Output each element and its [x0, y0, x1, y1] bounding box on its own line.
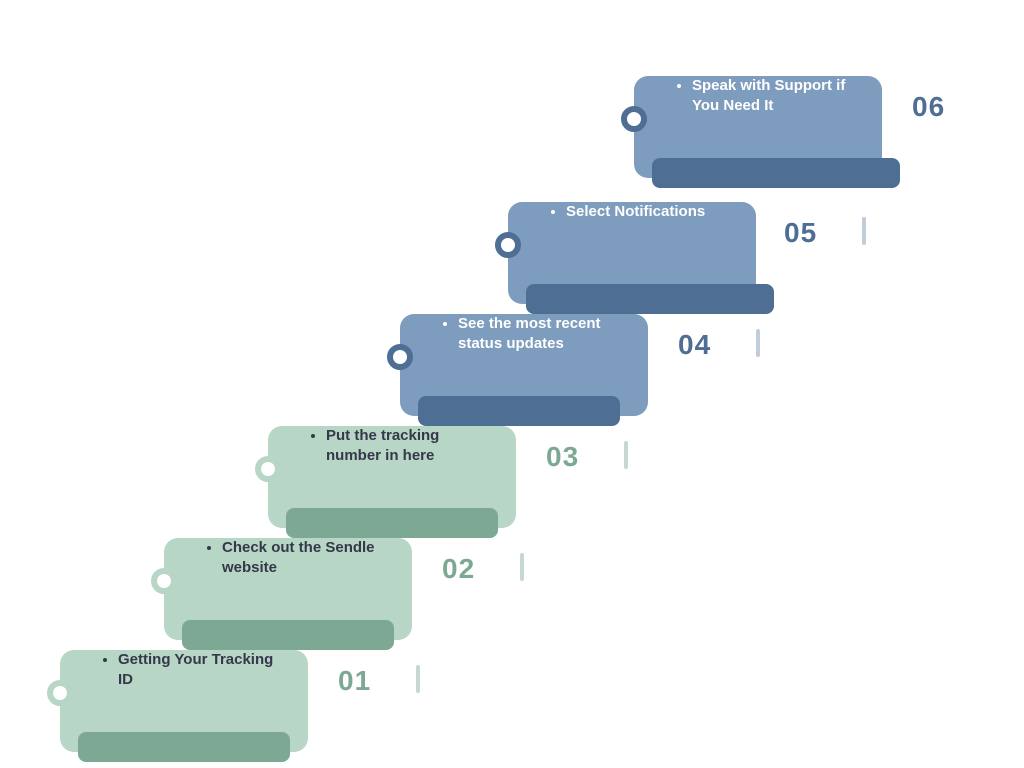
step-number-05: 05: [784, 217, 817, 249]
ring-icon: [621, 106, 647, 132]
step-06: Speak with Support if You Need It: [634, 58, 882, 178]
step-label: Speak with Support if You Need It: [692, 76, 864, 117]
step-number-03: 03: [546, 441, 579, 473]
ring-icon: [495, 232, 521, 258]
ring-icon: [387, 344, 413, 370]
footer-bar: [182, 620, 394, 650]
step-number-01: 01: [338, 665, 371, 697]
step-label: Getting Your Tracking ID: [118, 650, 290, 691]
step-card: Put the tracking number in here: [268, 426, 516, 528]
footer-bar: [78, 732, 290, 762]
ring-icon: [151, 568, 177, 594]
step-02: Check out the Sendle website: [164, 520, 412, 640]
step-number-06: 06: [912, 91, 945, 123]
step-card: Getting Your Tracking ID: [60, 650, 308, 752]
tick-icon: [624, 441, 628, 469]
tick-icon: [862, 217, 866, 245]
footer-bar: [418, 396, 620, 426]
tick-icon: [416, 665, 420, 693]
step-label: See the most recent status updates: [458, 314, 630, 355]
step-label: Check out the Sendle website: [222, 538, 394, 579]
footer-bar: [652, 158, 900, 188]
infographic-canvas: Getting Your Tracking ID 01 Check out th…: [0, 0, 1024, 768]
step-label: Select Notifications: [566, 202, 738, 222]
step-card: Check out the Sendle website: [164, 538, 412, 640]
step-card: Speak with Support if You Need It: [634, 76, 882, 178]
step-05: Select Notifications: [508, 184, 756, 304]
footer-bar: [286, 508, 498, 538]
footer-bar: [526, 284, 774, 314]
tick-icon: [520, 553, 524, 581]
step-number-02: 02: [442, 553, 475, 585]
ring-icon: [255, 456, 281, 482]
ring-icon: [47, 680, 73, 706]
step-01: Getting Your Tracking ID: [60, 632, 308, 752]
step-label: Put the tracking number in here: [326, 426, 498, 467]
step-card: Select Notifications: [508, 202, 756, 304]
tick-icon: [756, 329, 760, 357]
step-03: Put the tracking number in here: [268, 408, 516, 528]
step-card: See the most recent status updates: [400, 314, 648, 416]
step-04: See the most recent status updates: [400, 296, 648, 416]
step-number-04: 04: [678, 329, 711, 361]
